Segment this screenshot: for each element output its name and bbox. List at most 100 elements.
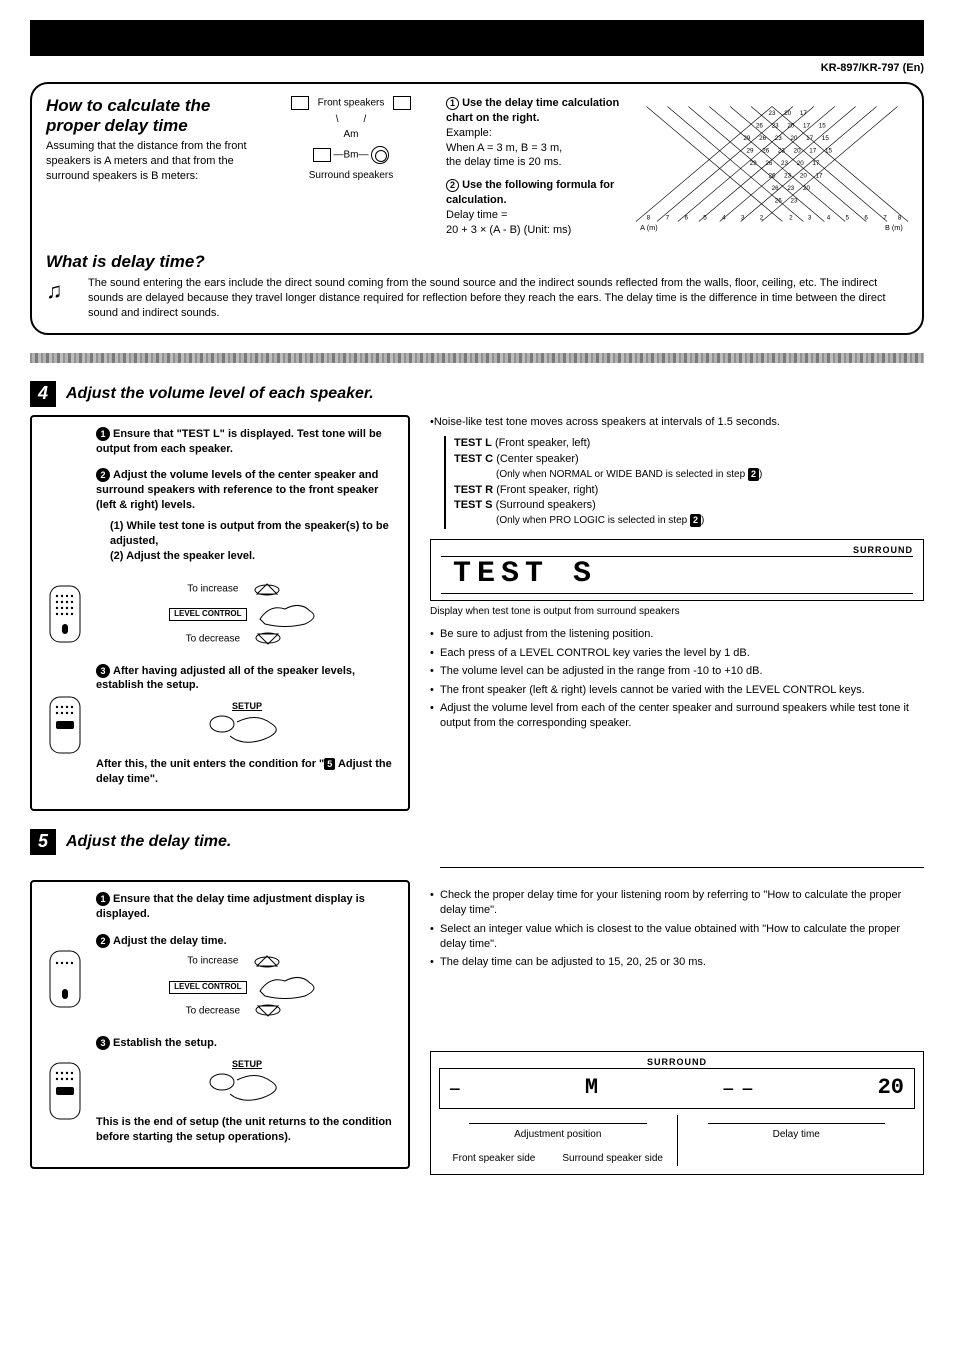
svg-text:20: 20	[794, 147, 801, 154]
svg-text:17: 17	[806, 135, 813, 142]
svg-text:17: 17	[803, 122, 810, 129]
lcd-caption: Display when test tone is output from su…	[430, 605, 924, 619]
s4-b2-1: (1) While test tone is output from the s…	[110, 520, 389, 547]
svg-text:6: 6	[684, 214, 688, 221]
svg-text:3: 3	[741, 214, 745, 221]
svg-text:29: 29	[743, 135, 750, 142]
formula-1: Delay time =	[446, 208, 626, 223]
note: Check the proper delay time for your lis…	[430, 888, 924, 919]
svg-text:23: 23	[787, 185, 794, 192]
step-5-title: Adjust the delay time.	[66, 833, 231, 851]
svg-text:15: 15	[822, 135, 829, 142]
svg-text:15: 15	[825, 147, 832, 154]
remote-icon	[48, 1061, 82, 1121]
s5-b2: Adjust the delay time.	[113, 935, 227, 947]
svg-text:4: 4	[722, 214, 726, 221]
svg-text:23: 23	[790, 198, 797, 205]
s5-b3: Establish the setup.	[113, 1037, 217, 1049]
svg-text:8: 8	[898, 214, 902, 221]
note: Each press of a LEVEL CONTROL key varies…	[430, 646, 924, 661]
svg-text:5: 5	[846, 214, 850, 221]
step-5-badge: 5	[30, 829, 56, 855]
example-line-2: the delay time is 20 ms.	[446, 155, 626, 170]
use-chart-text: Use the delay time calculation chart on …	[446, 97, 619, 124]
use-formula-text: Use the following formula for calculatio…	[446, 179, 614, 206]
svg-text:4: 4	[827, 214, 831, 221]
svg-text:29: 29	[747, 147, 754, 154]
lcd-test-s: SURROUND TEST S	[430, 539, 924, 602]
setup-diagram: SETUP	[96, 1059, 398, 1109]
svg-text:17: 17	[816, 173, 823, 180]
note: The front speaker (left & right) levels …	[430, 683, 924, 698]
svg-text:23: 23	[775, 135, 782, 142]
svg-text:26: 26	[756, 122, 763, 129]
s4-b2-2: (2) Adjust the speaker level.	[110, 550, 255, 562]
level-control-diagram: To increase LEVEL CONTROL To decrease	[96, 582, 398, 646]
s4-b2: Adjust the volume levels of the center s…	[96, 469, 378, 511]
step-5-notes: Check the proper delay time for your lis…	[430, 888, 924, 971]
svg-text:20: 20	[797, 160, 804, 167]
svg-text:23: 23	[769, 110, 776, 117]
what-is-desc: The sound entering the ears include the …	[88, 276, 908, 321]
svg-text:20: 20	[784, 110, 791, 117]
svg-text:26: 26	[775, 198, 782, 205]
svg-text:17: 17	[800, 110, 807, 117]
s4-b3: After having adjusted all of the speaker…	[96, 665, 355, 692]
svg-text:23: 23	[781, 160, 788, 167]
divider-strip	[30, 353, 924, 363]
step-4-frame: 1Ensure that "TEST L" is displayed. Test…	[30, 415, 410, 811]
svg-text:17: 17	[809, 147, 816, 154]
step-4-notes: Be sure to adjust from the listening pos…	[430, 627, 924, 731]
what-is-title: What is delay time?	[46, 252, 908, 272]
hand-icon	[255, 599, 325, 629]
svg-text:B (m): B (m)	[885, 223, 903, 232]
delay-display-diagram: SURROUND — M — — 20 Adjustment position …	[430, 1051, 924, 1175]
note: The delay time can be adjusted to 15, 20…	[430, 955, 924, 970]
note: Be sure to adjust from the listening pos…	[430, 627, 924, 642]
noise-intro: •Noise-like test tone moves across speak…	[430, 415, 924, 430]
how-to-title: How to calculate the proper delay time	[46, 96, 256, 135]
svg-text:8: 8	[647, 214, 651, 221]
svg-text:23: 23	[784, 173, 791, 180]
svg-text:A (m): A (m)	[640, 223, 657, 232]
step-4-badge: 4	[30, 381, 56, 407]
svg-text:17: 17	[812, 160, 819, 167]
note: Select an integer value which is closest…	[430, 922, 924, 953]
speaker-diagram: Front speakers \ / Am —Bm— Surround spea…	[266, 96, 436, 242]
svg-text:6: 6	[864, 214, 868, 221]
svg-text:26: 26	[765, 160, 772, 167]
formula-2: 20 + 3 × (A - B) (Unit: ms)	[446, 223, 626, 238]
svg-text:20: 20	[803, 185, 810, 192]
svg-text:26: 26	[772, 185, 779, 192]
svg-text:7: 7	[666, 214, 670, 221]
svg-text:26: 26	[762, 147, 769, 154]
step-5-frame: 1Ensure that the delay time adjustment d…	[30, 880, 410, 1169]
s5-b1: Ensure that the delay time adjustment di…	[96, 893, 365, 920]
svg-text:3: 3	[808, 214, 812, 221]
setup-diagram: SETUP	[96, 701, 398, 751]
test-list: TEST L (Front speaker, left) TEST C (Cen…	[444, 436, 924, 529]
svg-text:26: 26	[759, 135, 766, 142]
s5-end: This is the end of setup (the unit retur…	[96, 1116, 392, 1143]
remote-icon	[48, 695, 82, 755]
model-id: KR-897/KR-797 (En)	[30, 62, 924, 74]
level-control-diagram: To increase LEVEL CONTROL To decrease	[96, 954, 398, 1018]
delay-info-box: How to calculate the proper delay time A…	[30, 82, 924, 335]
remote-icon	[48, 949, 82, 1009]
svg-text:20: 20	[787, 122, 794, 129]
svg-text:20: 20	[790, 135, 797, 142]
svg-text:23: 23	[772, 122, 779, 129]
music-note-icon: ♫	[46, 276, 78, 321]
svg-text:2: 2	[760, 214, 764, 221]
hand-icon	[255, 971, 325, 1001]
note: Adjust the volume level from each of the…	[430, 701, 924, 732]
assume-text: Assuming that the distance from the fron…	[46, 139, 256, 184]
header-black-bar	[30, 20, 924, 56]
remote-icon	[48, 584, 82, 644]
s4-after: After this, the unit enters the conditio…	[96, 758, 324, 770]
svg-text:20: 20	[800, 173, 807, 180]
note: The volume level can be adjusted in the …	[430, 664, 924, 679]
s4-b1: Ensure that "TEST L" is displayed. Test …	[96, 428, 382, 455]
lcd-text: TEST S	[441, 556, 913, 594]
svg-text:5: 5	[703, 214, 707, 221]
